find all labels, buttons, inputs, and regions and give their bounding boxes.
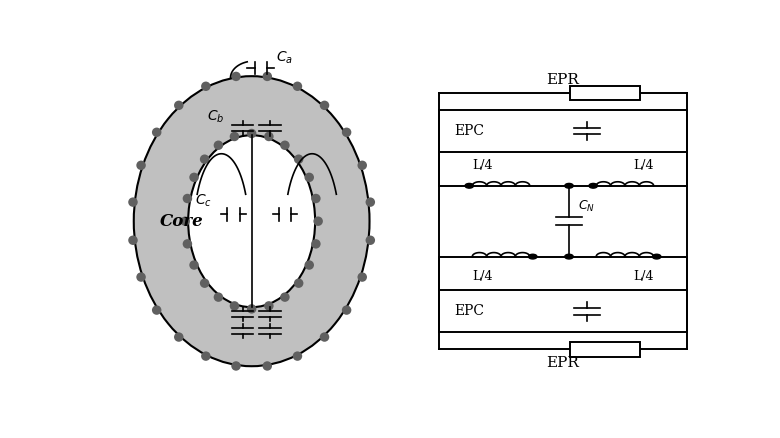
Ellipse shape <box>183 194 192 203</box>
Ellipse shape <box>264 132 274 141</box>
Ellipse shape <box>190 260 199 270</box>
Text: L/4: L/4 <box>633 270 654 283</box>
Ellipse shape <box>294 155 303 164</box>
Ellipse shape <box>229 301 239 311</box>
Text: EPR: EPR <box>547 73 580 87</box>
Text: L/4: L/4 <box>472 270 493 283</box>
Ellipse shape <box>280 293 289 302</box>
Ellipse shape <box>136 161 146 170</box>
Ellipse shape <box>200 155 209 164</box>
Bar <box>439 110 687 152</box>
Ellipse shape <box>214 293 223 302</box>
Text: EPC: EPC <box>454 304 484 318</box>
Ellipse shape <box>232 361 241 371</box>
Circle shape <box>565 184 573 188</box>
Ellipse shape <box>311 194 321 203</box>
Circle shape <box>589 184 597 188</box>
Ellipse shape <box>280 141 289 150</box>
FancyBboxPatch shape <box>570 85 640 100</box>
Ellipse shape <box>247 129 257 138</box>
Ellipse shape <box>294 279 303 288</box>
Bar <box>439 290 687 332</box>
Circle shape <box>465 184 473 188</box>
Ellipse shape <box>214 141 223 150</box>
Text: $C_b$: $C_b$ <box>207 109 225 125</box>
Text: EPR: EPR <box>547 356 580 370</box>
Ellipse shape <box>136 272 146 282</box>
Ellipse shape <box>263 72 272 81</box>
Circle shape <box>652 254 661 259</box>
Circle shape <box>565 254 573 259</box>
Ellipse shape <box>152 305 161 315</box>
Ellipse shape <box>180 216 190 226</box>
Text: L/4: L/4 <box>472 159 493 172</box>
Ellipse shape <box>201 81 211 91</box>
Ellipse shape <box>320 332 329 342</box>
Ellipse shape <box>183 239 192 249</box>
Ellipse shape <box>188 135 315 307</box>
Ellipse shape <box>292 351 302 361</box>
Ellipse shape <box>264 301 274 311</box>
Ellipse shape <box>342 127 351 137</box>
Ellipse shape <box>247 304 257 314</box>
Ellipse shape <box>357 161 367 170</box>
Ellipse shape <box>134 76 370 366</box>
Circle shape <box>529 254 537 259</box>
Text: $C_c$: $C_c$ <box>196 193 212 209</box>
Ellipse shape <box>320 101 329 110</box>
FancyBboxPatch shape <box>570 342 640 357</box>
Ellipse shape <box>128 198 138 207</box>
Ellipse shape <box>311 239 321 249</box>
Ellipse shape <box>304 260 314 270</box>
Ellipse shape <box>174 101 183 110</box>
Ellipse shape <box>229 132 239 141</box>
Ellipse shape <box>292 81 302 91</box>
Ellipse shape <box>342 305 351 315</box>
Text: $C_a$: $C_a$ <box>276 49 292 66</box>
Ellipse shape <box>304 173 314 182</box>
Ellipse shape <box>263 361 272 371</box>
Ellipse shape <box>190 173 199 182</box>
Text: Core: Core <box>160 213 204 230</box>
Ellipse shape <box>232 72 241 81</box>
Ellipse shape <box>174 332 183 342</box>
Ellipse shape <box>128 236 138 245</box>
Text: $C_N$: $C_N$ <box>578 199 595 215</box>
Ellipse shape <box>366 198 375 207</box>
Text: EPC: EPC <box>454 124 484 138</box>
Text: L/4: L/4 <box>633 159 654 172</box>
Ellipse shape <box>201 351 211 361</box>
Ellipse shape <box>314 216 323 226</box>
Ellipse shape <box>366 236 375 245</box>
Ellipse shape <box>152 127 161 137</box>
Ellipse shape <box>200 279 209 288</box>
Ellipse shape <box>357 272 367 282</box>
